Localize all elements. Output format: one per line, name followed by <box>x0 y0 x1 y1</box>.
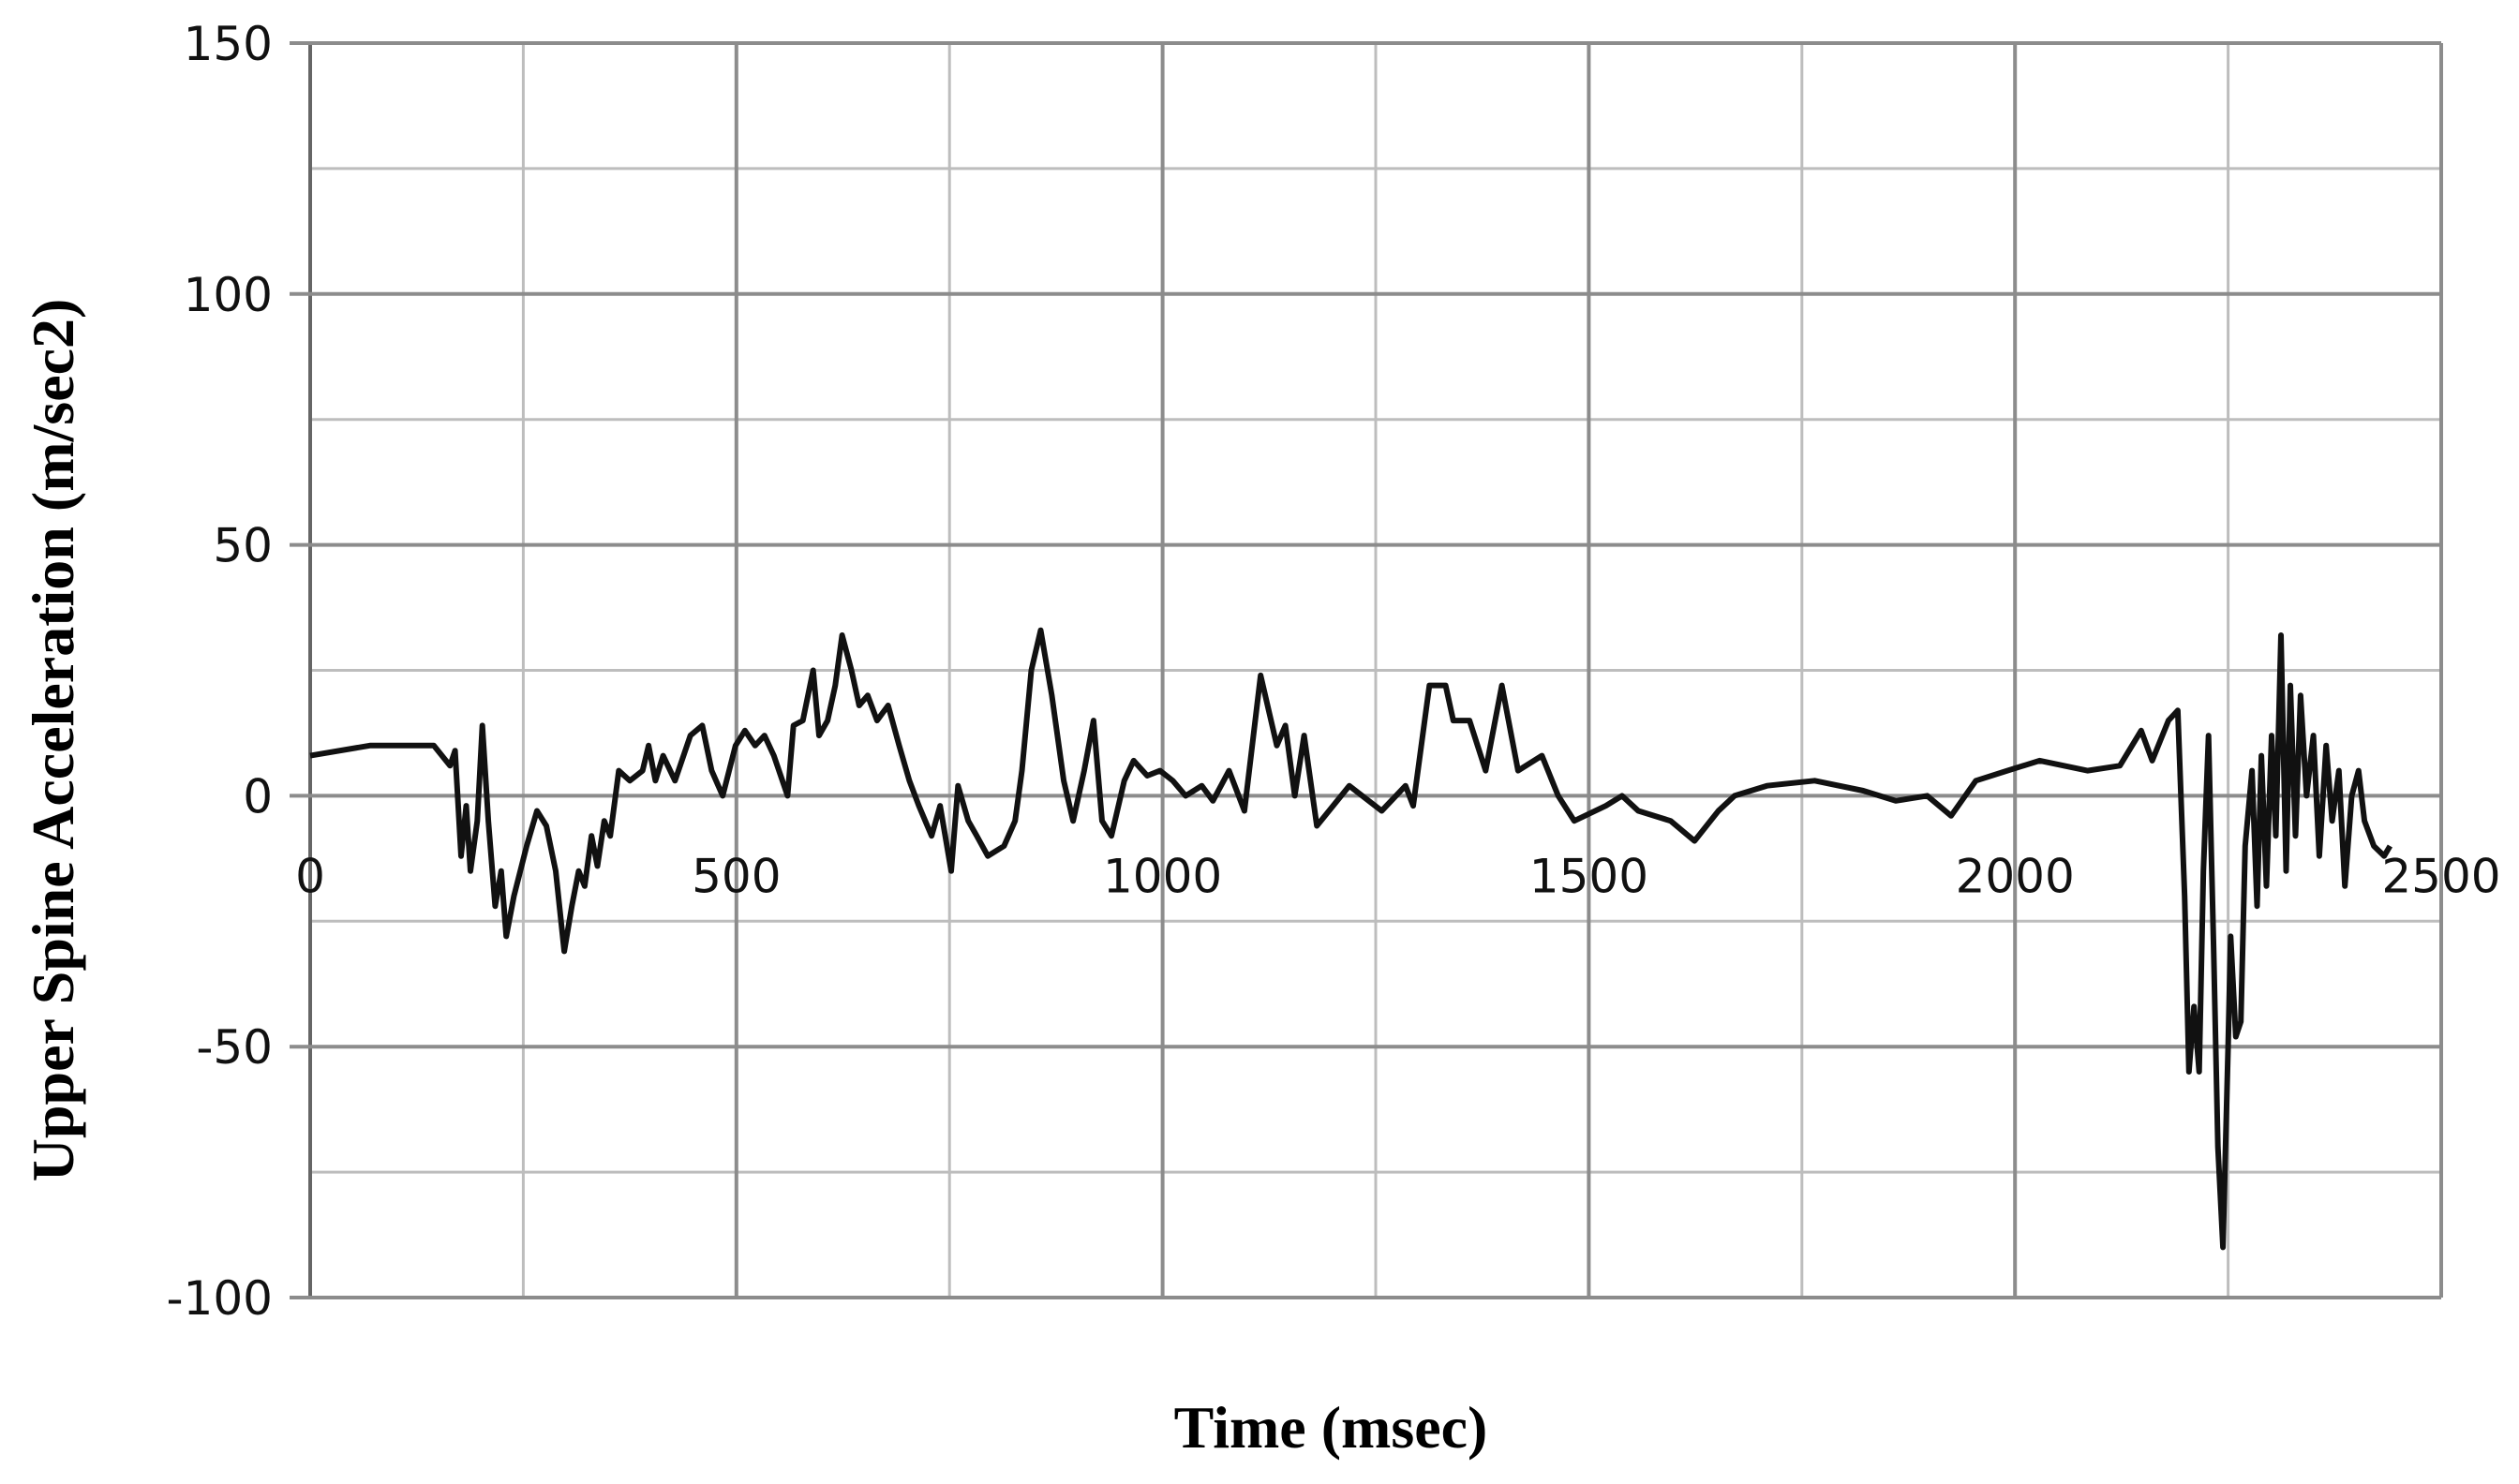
y-tick-label: -100 <box>167 1271 273 1326</box>
x-tick-label: 1000 <box>1103 849 1222 903</box>
y-tick-label: 0 <box>243 769 273 824</box>
x-tick-label: 2500 <box>2381 849 2500 903</box>
y-tick-label: 150 <box>184 17 273 71</box>
x-axis-title: Time (msec) <box>1174 1394 1488 1461</box>
x-tick-label: 0 <box>295 849 325 903</box>
y-tick-label: -50 <box>196 1020 273 1075</box>
y-tick-label: 50 <box>213 519 273 573</box>
y-axis-title: Upper Spine Acceleration (m/sec2) <box>20 299 86 1182</box>
x-tick-label: 2000 <box>1956 849 2075 903</box>
y-tick-label: 100 <box>184 268 273 322</box>
x-tick-label: 1500 <box>1529 849 1648 903</box>
data-line <box>309 627 2392 1251</box>
x-tick-label: 500 <box>692 849 781 903</box>
